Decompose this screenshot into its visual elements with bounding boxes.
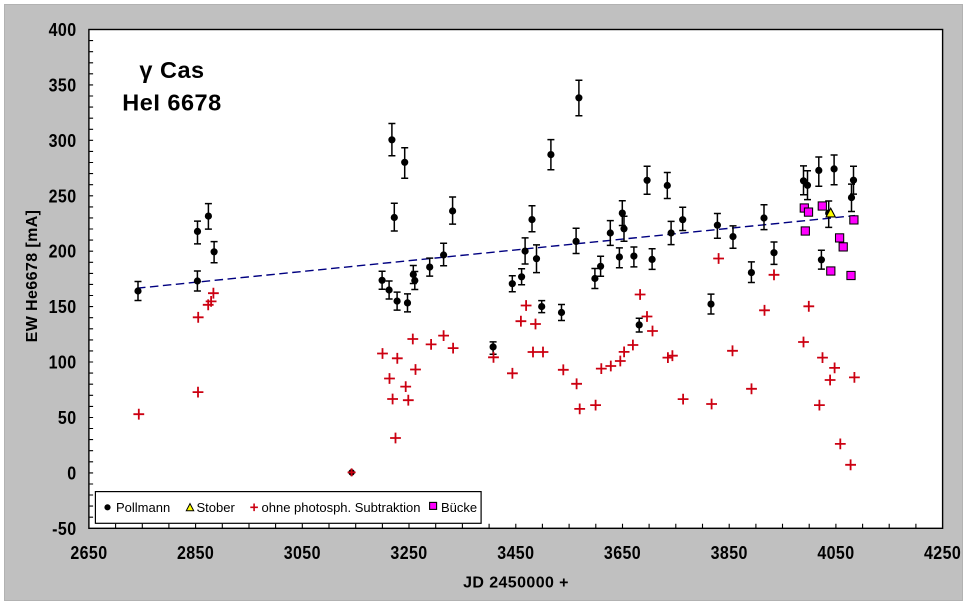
svg-text:2650: 2650 <box>70 542 107 563</box>
svg-text:3850: 3850 <box>711 542 748 563</box>
svg-text:200: 200 <box>49 242 77 262</box>
svg-text:150: 150 <box>49 297 77 317</box>
svg-text:2850: 2850 <box>177 542 214 563</box>
svg-text:Bücke: Bücke <box>441 500 477 515</box>
svg-text:JD 2450000 +: JD 2450000 + <box>463 575 569 592</box>
svg-text:-50: -50 <box>52 519 76 539</box>
svg-text:3450: 3450 <box>497 542 534 563</box>
svg-text:4250: 4250 <box>924 542 961 563</box>
svg-text:γ Cas: γ Cas <box>139 57 204 83</box>
svg-text:HeI 6678: HeI 6678 <box>122 90 221 116</box>
svg-text:Pollmann: Pollmann <box>116 500 170 515</box>
svg-text:EW He6678 [mA]: EW He6678 [mA] <box>24 210 41 343</box>
svg-text:350: 350 <box>49 75 77 95</box>
svg-text:3250: 3250 <box>390 542 427 563</box>
svg-text:4050: 4050 <box>817 542 854 563</box>
svg-text:3050: 3050 <box>284 542 321 563</box>
svg-text:ohne photosph. Subtraktion: ohne photosph. Subtraktion <box>262 500 421 515</box>
svg-text:Stober: Stober <box>197 500 236 515</box>
svg-text:50: 50 <box>58 408 77 428</box>
svg-text:3650: 3650 <box>604 542 641 563</box>
svg-text:250: 250 <box>49 186 77 206</box>
svg-text:100: 100 <box>49 353 77 373</box>
svg-text:0: 0 <box>67 463 76 483</box>
svg-text:300: 300 <box>49 131 77 151</box>
svg-text:400: 400 <box>49 20 77 40</box>
